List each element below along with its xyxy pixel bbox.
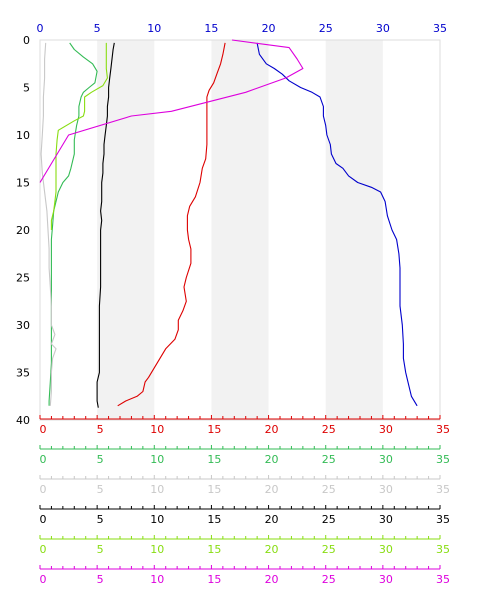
series-layer: [39, 39, 418, 408]
x-tick-label: 20: [265, 483, 279, 496]
x-tick-label: 35: [436, 543, 450, 556]
x-top-tick-label: 0: [37, 22, 44, 35]
x-tick-label: 30: [379, 543, 393, 556]
x-tick-label: 25: [322, 543, 336, 556]
y-tick-label: 20: [16, 224, 30, 237]
x-bottom-axis: 0 5 10 15 20 25 30 35: [39, 505, 450, 526]
x-tick-label: 15: [207, 483, 221, 496]
x-tick-label: 0: [40, 513, 47, 526]
x-bottom-axis: 0 5 10 15 20 25 30 35: [39, 565, 450, 586]
grid-band: [325, 40, 383, 420]
x-tick-label: 20: [265, 573, 279, 586]
x-tick-label: 0: [40, 543, 47, 556]
x-tick-label: 25: [322, 573, 336, 586]
x-tick-label: 10: [150, 423, 164, 436]
x-tick-label: 5: [97, 573, 104, 586]
x-top-tick-label: 20: [262, 22, 276, 35]
x-tick-label: 5: [97, 483, 104, 496]
x-bottom-axis: 0 5 10 15 20 25 30 35: [39, 535, 450, 556]
x-axes: 0 5 10 15 20 25 30 35 0 5 10 15 20 25 30 35 0 5 10 15 20 25 30…: [37, 22, 451, 586]
x-tick-label: 25: [322, 483, 336, 496]
x-tick-label: 5: [97, 513, 104, 526]
series-line: [96, 42, 115, 408]
series-line: [48, 42, 98, 406]
series-line: [39, 39, 304, 183]
grid-band: [211, 40, 269, 420]
x-tick-label: 35: [436, 573, 450, 586]
x-tick-label: 10: [150, 543, 164, 556]
y-tick-label: 5: [23, 82, 30, 95]
x-tick-label: 20: [265, 543, 279, 556]
x-tick-label: 20: [265, 453, 279, 466]
x-tick-label: 30: [379, 573, 393, 586]
y-tick-label: 0: [23, 34, 30, 47]
y-tick-label: 35: [16, 367, 30, 380]
x-tick-label: 10: [150, 453, 164, 466]
x-top-tick-label: 35: [433, 22, 447, 35]
x-tick-label: 25: [322, 453, 336, 466]
x-tick-label: 25: [322, 423, 336, 436]
y-axis: 0 5 10 15 20 25 30 35 40: [16, 34, 30, 427]
plot-border: [39, 39, 441, 421]
x-tick-label: 5: [97, 423, 104, 436]
x-tick-label: 15: [207, 453, 221, 466]
x-tick-label: 15: [207, 543, 221, 556]
x-tick-label: 35: [436, 453, 450, 466]
x-tick-label: 30: [379, 453, 393, 466]
x-tick-label: 30: [379, 513, 393, 526]
x-bottom-axis: 0 5 10 15 20 25 30 35: [39, 415, 450, 436]
y-tick-label: 15: [16, 177, 30, 190]
x-tick-label: 5: [97, 453, 104, 466]
series-line: [256, 42, 418, 407]
x-tick-label: 35: [436, 513, 450, 526]
x-top-tick-label: 10: [147, 22, 161, 35]
x-tick-label: 15: [207, 423, 221, 436]
x-tick-label: 35: [436, 423, 450, 436]
x-tick-label: 0: [40, 573, 47, 586]
x-tick-label: 15: [207, 513, 221, 526]
x-tick-label: 25: [322, 513, 336, 526]
y-tick-label: 30: [16, 319, 30, 332]
x-tick-label: 10: [150, 513, 164, 526]
grid-band: [97, 40, 155, 420]
x-top-tick-label: 25: [319, 22, 333, 35]
x-tick-label: 30: [379, 423, 393, 436]
x-tick-label: 10: [150, 573, 164, 586]
x-tick-label: 0: [40, 423, 47, 436]
x-tick-label: 35: [436, 483, 450, 496]
x-tick-label: 0: [40, 453, 47, 466]
x-tick-label: 5: [97, 543, 104, 556]
series-line: [40, 42, 57, 406]
y-tick-label: 40: [16, 414, 30, 427]
y-tick-label: 25: [16, 272, 30, 285]
y-tick-label: 10: [16, 129, 30, 142]
series-line: [50, 42, 108, 230]
series-line: [117, 42, 226, 407]
x-tick-label: 0: [40, 483, 47, 496]
x-tick-label: 30: [379, 483, 393, 496]
plot-frame: [39, 39, 441, 421]
x-tick-label: 20: [265, 513, 279, 526]
grid-bands: [97, 40, 383, 420]
x-bottom-axis: 0 5 10 15 20 25 30 35: [39, 445, 450, 466]
x-top-tick-label: 15: [204, 22, 218, 35]
x-tick-label: 20: [265, 423, 279, 436]
x-tick-label: 10: [150, 483, 164, 496]
x-bottom-axis: 0 5 10 15 20 25 30 35: [39, 475, 450, 496]
x-top-tick-label: 5: [94, 22, 101, 35]
x-tick-label: 15: [207, 573, 221, 586]
x-top-tick-label: 30: [376, 22, 390, 35]
